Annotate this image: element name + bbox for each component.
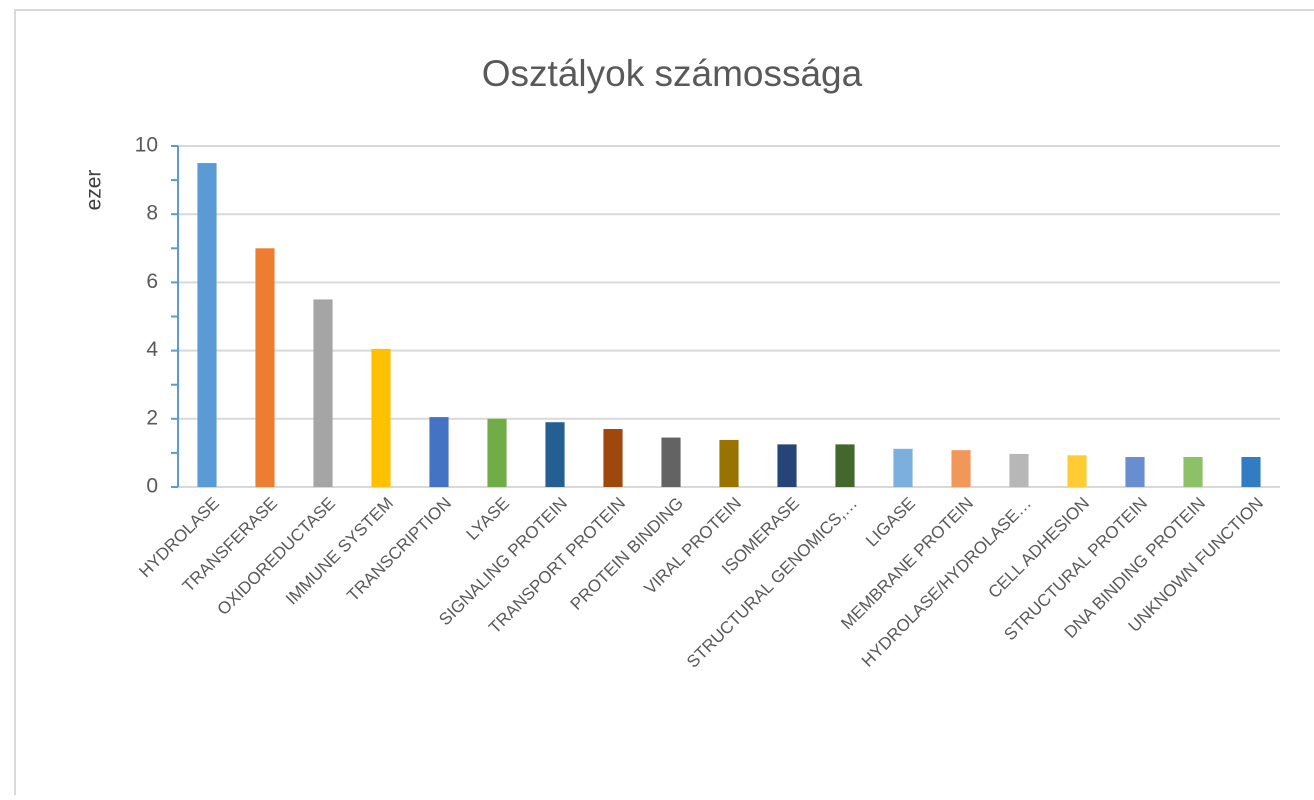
bar — [661, 437, 681, 487]
bar — [893, 448, 913, 487]
bar — [603, 429, 623, 487]
bar — [1125, 456, 1145, 487]
y-axis-label: ezer — [83, 170, 106, 211]
y-tick-label: 8 — [146, 202, 158, 225]
bar — [719, 439, 739, 487]
bar — [1183, 456, 1203, 487]
bar — [1067, 455, 1087, 487]
bar — [371, 348, 391, 487]
bar — [1009, 453, 1029, 487]
y-tick-label: 0 — [146, 475, 158, 498]
y-tick-label: 10 — [135, 134, 158, 157]
bar — [313, 299, 333, 487]
y-tick-label: 4 — [146, 338, 158, 361]
y-tick-label: 6 — [146, 270, 158, 293]
y-tick-label: 2 — [146, 406, 158, 429]
bar — [1241, 456, 1261, 487]
chart-frame — [14, 9, 1314, 800]
bar — [951, 450, 971, 487]
bar — [429, 417, 449, 487]
bar — [777, 444, 797, 487]
bar — [487, 418, 507, 487]
chart-title: Osztályok számossága — [482, 53, 863, 94]
bar — [545, 422, 565, 487]
bar — [255, 248, 275, 487]
bar — [835, 444, 855, 487]
bar — [197, 163, 217, 488]
